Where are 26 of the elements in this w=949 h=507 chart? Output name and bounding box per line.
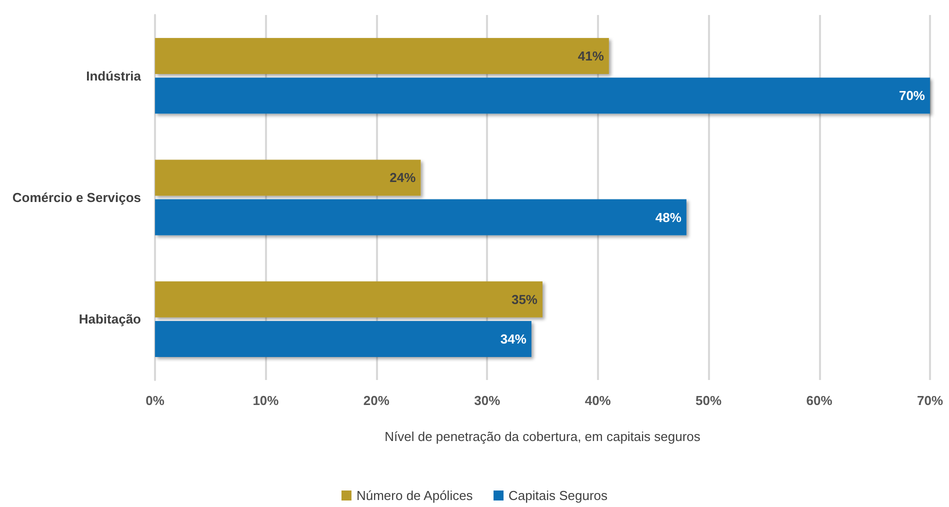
y-tick-label: Comércio e Serviços (12, 190, 141, 205)
legend-label: Número de Apólices (356, 488, 474, 503)
bar (155, 281, 542, 318)
x-tick-label: 60% (806, 393, 833, 408)
x-tick-label: 50% (696, 393, 722, 408)
x-tick-label: 0% (146, 393, 165, 408)
x-tick-label: 70% (916, 393, 944, 408)
bar (155, 199, 686, 236)
data-label: 34% (500, 331, 527, 346)
legend-label: Capitais Seguros (508, 488, 608, 503)
x-axis-title: Nível de penetração da cobertura, em capitais seguros (384, 429, 701, 444)
y-tick-label: Indústria (86, 68, 142, 84)
x-tick-label: 40% (584, 393, 612, 408)
data-label: 70% (898, 88, 926, 104)
x-tick-label: 30% (474, 393, 501, 408)
data-label: 41% (578, 48, 604, 64)
x-tick-label: 10% (252, 393, 280, 408)
bar (155, 160, 421, 196)
data-label: 48% (655, 210, 682, 225)
bar (155, 320, 532, 357)
x-tick-label: 20% (363, 393, 390, 408)
bar (155, 78, 930, 114)
data-label: 24% (390, 170, 416, 186)
bar (155, 38, 609, 74)
data-label: 35% (511, 292, 538, 307)
y-tick-label: Habitação (78, 312, 142, 327)
